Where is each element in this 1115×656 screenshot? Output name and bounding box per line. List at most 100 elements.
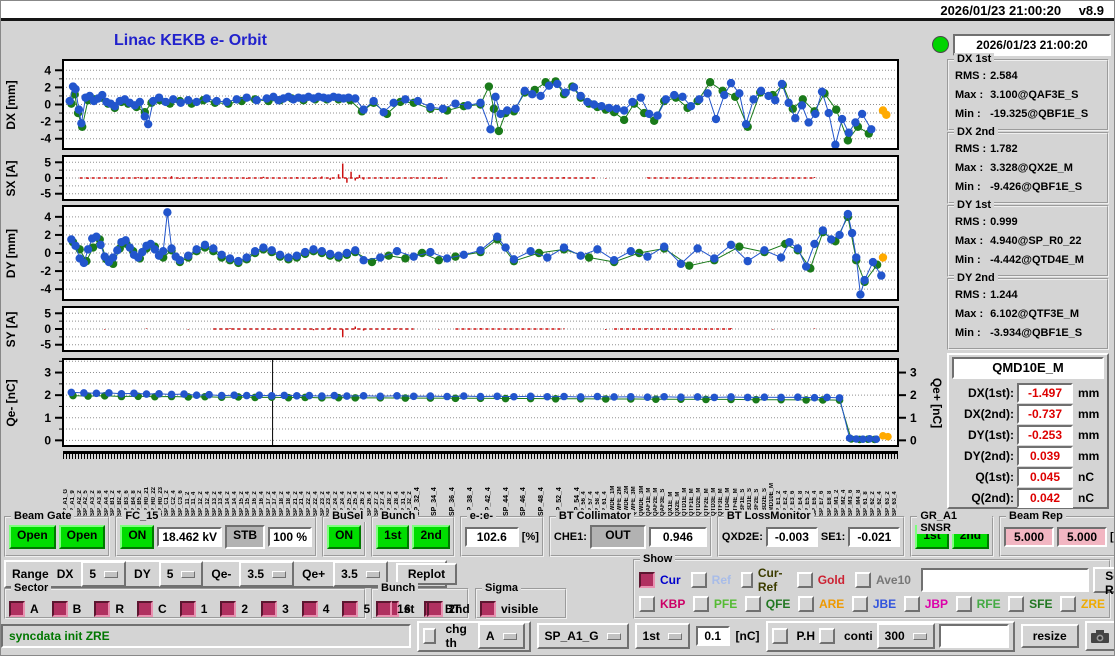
show-row1-item-Ave10[interactable]: Ave10 — [855, 572, 911, 588]
checkbox-checked[interactable] — [342, 601, 359, 617]
checkbox-checked[interactable] — [261, 601, 278, 617]
bunchsel-items-item-1st[interactable]: 1st — [376, 601, 414, 617]
sector-items-item-C[interactable]: C — [137, 601, 167, 617]
sector-items-label: 4 — [322, 602, 330, 616]
min-value: -19.325@QBF1E_S — [990, 108, 1089, 120]
x-axis-label: SP_56_4 — [580, 491, 587, 516]
option-menu-icon — [502, 632, 517, 640]
x-axis-label: SP_A1_G — [63, 488, 69, 516]
range-qem-select[interactable]: 3.5 — [239, 561, 295, 587]
set-ref-button[interactable]: Set Ref — [1092, 567, 1114, 597]
x-axis-label: SP_E1_2 — [776, 490, 783, 516]
checkbox-checked[interactable] — [220, 601, 237, 617]
checkbox-checked[interactable] — [9, 601, 25, 617]
beam-gate-open-1-button[interactable]: Open — [9, 525, 56, 549]
monitor-row-label: DY(2nd): — [964, 448, 1014, 463]
ref-name-input[interactable] — [920, 568, 1089, 592]
checkbox-checked[interactable] — [137, 601, 154, 617]
checkbox-unchecked[interactable] — [1008, 596, 1025, 612]
resize-button[interactable]: resize — [1020, 624, 1079, 648]
x-axis-label: SP_A3_2 — [90, 490, 96, 516]
show-row2-item-RFE[interactable]: RFE — [955, 596, 1001, 612]
sector-items-item-2[interactable]: 2 — [220, 601, 248, 617]
x-axis-label: SP_32_4 — [413, 487, 421, 516]
checkbox-checked[interactable] — [427, 601, 444, 617]
checkbox-unchecked[interactable] — [771, 628, 788, 644]
sector-items-item-A[interactable]: A — [9, 601, 39, 617]
checkbox-unchecked[interactable] — [744, 596, 761, 612]
checkbox-unchecked[interactable] — [639, 596, 655, 612]
checkbox-checked[interactable] — [94, 601, 111, 617]
show-row2-item-KBP[interactable]: KBP — [639, 596, 685, 612]
show-row2-item-JBP[interactable]: JBP — [903, 596, 948, 612]
show-row2-item-ZRE[interactable]: ZRE — [1059, 596, 1105, 612]
group-title: BT Collimator — [555, 510, 635, 522]
bunchsel-items-item-2nd[interactable]: 2nd — [427, 601, 470, 617]
checkbox-unchecked[interactable] — [819, 628, 835, 644]
checkbox-unchecked[interactable] — [903, 596, 920, 612]
option-menu-icon — [104, 570, 119, 578]
show-row2-item-QFE[interactable]: QFE — [744, 596, 790, 612]
bunch-1st-button[interactable]: 1st — [376, 525, 410, 549]
bpm-select[interactable]: SP_A1_G — [536, 623, 629, 649]
threshold-field[interactable]: 0.1 — [695, 626, 730, 646]
beam-gate-open-2-button[interactable]: Open — [58, 525, 106, 549]
show-row1-item-Gold[interactable]: Gold — [796, 572, 845, 588]
checkbox-unchecked[interactable] — [741, 572, 753, 588]
checkbox-checked[interactable] — [51, 601, 68, 617]
bt-collimator-group: BT Collimator CHE1: OUT 0.946 — [548, 510, 712, 557]
checkbox-unchecked[interactable] — [797, 596, 814, 612]
checkbox-unchecked[interactable] — [1059, 596, 1076, 612]
sector-items-item-B[interactable]: B — [51, 601, 81, 617]
show-row2-label: ZRE — [1080, 597, 1105, 611]
svg-text:DY [mm]: DY [mm] — [4, 229, 18, 278]
checkbox-unchecked[interactable] — [851, 596, 868, 612]
show-row2-item-PFE[interactable]: PFE — [692, 596, 737, 612]
bunch-select[interactable]: 1st — [634, 623, 690, 649]
checkbox-unchecked[interactable] — [423, 628, 437, 644]
show-row1-item-Cur-Ref[interactable]: Cur-Ref — [741, 566, 787, 594]
checkbox-unchecked[interactable] — [690, 572, 707, 588]
checkbox-checked[interactable] — [376, 601, 392, 617]
checkbox-unchecked[interactable] — [855, 572, 872, 588]
sector-items-item-3[interactable]: 3 — [261, 601, 289, 617]
che1-out-button[interactable]: OUT — [589, 525, 646, 549]
show-row2-item-JBE[interactable]: JBE — [851, 596, 896, 612]
checkbox-unchecked[interactable] — [955, 596, 972, 612]
interval-select[interactable]: 300 — [876, 623, 935, 649]
fc15-stb-button[interactable]: STB — [225, 525, 266, 549]
checkbox-unchecked[interactable] — [692, 596, 709, 612]
chart-sy: 5 0 -5 SY [A] — [4, 306, 899, 352]
sector-items-item-5[interactable]: 5 — [342, 601, 370, 617]
checkbox-checked[interactable] — [301, 601, 318, 617]
camera-button[interactable] — [1084, 621, 1114, 651]
show-row2-item-SFE[interactable]: SFE — [1008, 596, 1052, 612]
checkbox-checked[interactable] — [639, 572, 655, 588]
replot-button[interactable]: Replot — [395, 563, 458, 585]
sector-items-item-1[interactable]: 1 — [179, 601, 207, 617]
svg-text:1: 1 — [44, 411, 51, 425]
show-row2-item-ARE[interactable]: ARE — [797, 596, 844, 612]
min-label: Min : — [955, 254, 981, 266]
show-row1-item-Cur[interactable]: Cur — [639, 572, 681, 588]
sigma-items-item-visible[interactable]: visible — [480, 601, 538, 617]
checkbox-checked[interactable] — [179, 601, 196, 617]
busel-on-button[interactable]: ON — [327, 525, 362, 549]
x-axis-label: SP_A2_5 — [83, 490, 90, 516]
x-axis-label: SP_24_2 — [333, 491, 339, 516]
range-dx-select[interactable]: 5 — [81, 561, 127, 587]
range-dy-select[interactable]: 5 — [158, 561, 204, 587]
sector-items-item-4[interactable]: 4 — [301, 601, 330, 617]
show-row2-label: RFE — [976, 597, 1001, 611]
stats-dx-1st: DX 1st RMS : 2.584 Max : 3.100@QAF3E_S M… — [947, 53, 1109, 131]
bunch-2nd-button[interactable]: 2nd — [412, 525, 450, 549]
fc15-on-button[interactable]: ON — [120, 525, 155, 549]
min-value: -9.426@QBF1E_S — [990, 181, 1083, 193]
extra-input[interactable] — [938, 624, 1009, 648]
checkbox-checked[interactable] — [480, 601, 496, 617]
sector-items-item-R[interactable]: R — [94, 601, 124, 617]
chg-th-select[interactable]: A — [477, 623, 525, 649]
checkbox-unchecked[interactable] — [796, 572, 813, 588]
bpm-monitor-rows: DX(1st): -1.497 mm DX(2nd): -0.737 mm DY(1st):… — [952, 382, 1104, 508]
show-row1-item-Ref[interactable]: Ref — [690, 572, 731, 588]
